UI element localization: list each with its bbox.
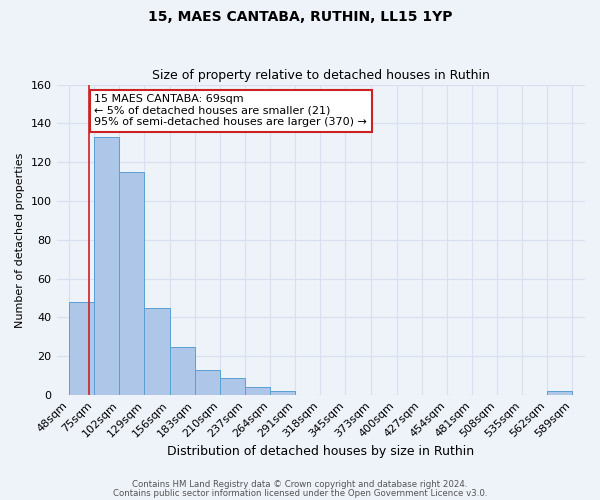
Bar <box>119 172 145 395</box>
Bar <box>145 308 170 395</box>
Bar <box>220 378 245 395</box>
Bar <box>270 391 295 395</box>
Bar <box>245 388 270 395</box>
Bar <box>69 302 94 395</box>
Bar <box>195 370 220 395</box>
Bar <box>170 346 195 395</box>
Title: Size of property relative to detached houses in Ruthin: Size of property relative to detached ho… <box>152 69 490 82</box>
Text: 15 MAES CANTABA: 69sqm
← 5% of detached houses are smaller (21)
95% of semi-deta: 15 MAES CANTABA: 69sqm ← 5% of detached … <box>94 94 367 128</box>
Text: 15, MAES CANTABA, RUTHIN, LL15 1YP: 15, MAES CANTABA, RUTHIN, LL15 1YP <box>148 10 452 24</box>
Bar <box>94 137 119 395</box>
Text: Contains HM Land Registry data © Crown copyright and database right 2024.: Contains HM Land Registry data © Crown c… <box>132 480 468 489</box>
X-axis label: Distribution of detached houses by size in Ruthin: Distribution of detached houses by size … <box>167 444 475 458</box>
Bar <box>547 391 572 395</box>
Text: Contains public sector information licensed under the Open Government Licence v3: Contains public sector information licen… <box>113 488 487 498</box>
Y-axis label: Number of detached properties: Number of detached properties <box>15 152 25 328</box>
